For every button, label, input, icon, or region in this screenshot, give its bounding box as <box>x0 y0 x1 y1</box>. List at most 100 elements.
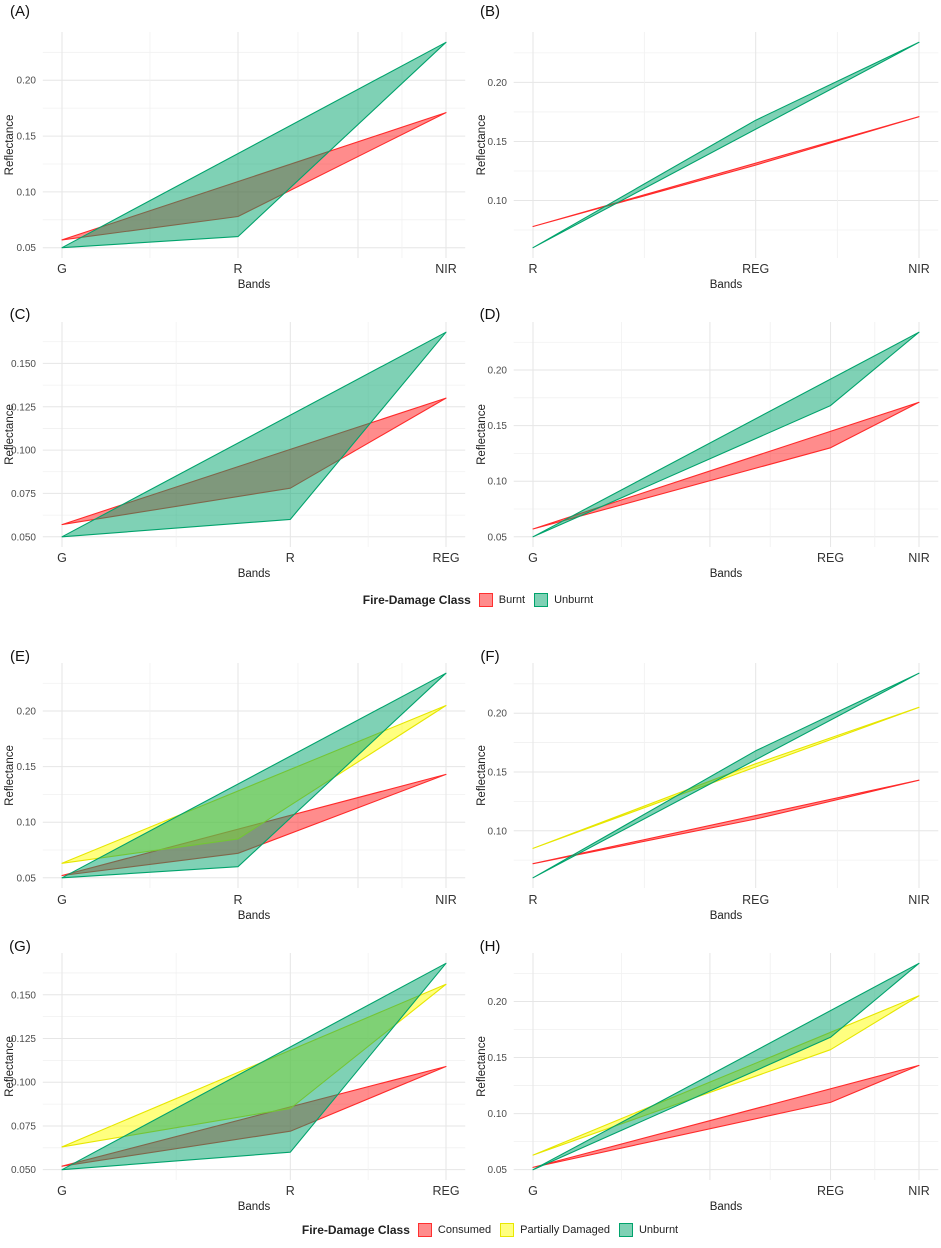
x-tick-label: REG <box>817 551 844 565</box>
x-tick-label: G <box>57 893 67 907</box>
series-area-unburnt <box>532 331 920 538</box>
y-tick-label: 0.10 <box>488 477 508 488</box>
legend-title: Fire-Damage Class <box>301 1223 410 1237</box>
x-tick-label: R <box>286 551 295 565</box>
x-tick-label: REG <box>742 262 769 276</box>
x-tick-label: G <box>528 551 538 565</box>
panel-label: (A) <box>10 3 30 20</box>
x-tick-label: R <box>233 262 242 276</box>
legend-label: Unburnt <box>638 1224 679 1236</box>
legend-label: Unburnt <box>554 594 594 606</box>
y-tick-label: 0.075 <box>11 1121 36 1132</box>
legend-key-burnt <box>478 593 493 607</box>
panel-d: 0.05 0.10 0.15 0.20 G REG NIR Bands Reflectance (… <box>476 306 939 580</box>
x-tick-label: NIR <box>908 262 930 276</box>
x-tick-label: R <box>528 262 537 276</box>
series-area-burnt <box>532 116 920 228</box>
x-axis-title: Bands <box>238 279 271 291</box>
y-tick-label: 0.05 <box>488 1165 508 1176</box>
legend-burnt-unburnt: Fire-Damage Class Burnt Unburnt <box>0 593 941 607</box>
legend-key-partially-damaged <box>500 1223 515 1237</box>
y-axis-title: Reflectance <box>476 404 488 465</box>
panel-label: (B) <box>480 3 500 20</box>
x-axis-title: Bands <box>238 568 271 580</box>
y-axis-title: Reflectance <box>4 404 16 465</box>
y-tick-label: 0.15 <box>17 132 37 143</box>
legend-key-consumed <box>417 1223 432 1237</box>
y-tick-label: 0.050 <box>11 532 36 543</box>
panel-label: (F) <box>480 648 499 665</box>
x-tick-label: G <box>57 262 67 276</box>
y-tick-label: 0.05 <box>17 243 37 254</box>
series-area-unburnt <box>61 672 447 879</box>
y-axis-title: Reflectance <box>4 745 16 806</box>
legend-title: Fire-Damage Class <box>362 593 471 607</box>
y-axis-title: Reflectance <box>4 115 16 176</box>
legend-key-unburnt <box>534 593 549 607</box>
legend-item-unburnt: Unburnt <box>618 1223 679 1237</box>
y-tick-label: 0.075 <box>11 489 36 500</box>
x-axis-title: Bands <box>710 910 743 922</box>
y-tick-label: 0.050 <box>11 1165 36 1176</box>
y-tick-label: 0.150 <box>11 990 36 1001</box>
panel-b: 0.10 0.15 0.20 R REG NIR Bands Reflectance (B) <box>476 3 939 291</box>
y-axis-title: Reflectance <box>476 1036 488 1097</box>
series-area-unburnt <box>61 331 447 538</box>
x-tick-label: G <box>57 551 67 565</box>
x-tick-label: NIR <box>908 551 930 565</box>
y-tick-label: 0.20 <box>488 78 508 89</box>
x-tick-label: R <box>528 893 537 907</box>
x-tick-label: NIR <box>908 893 930 907</box>
x-axis-title: Bands <box>238 1201 271 1213</box>
y-axis-title: Reflectance <box>476 115 488 176</box>
series-area-consumed <box>532 1064 920 1168</box>
y-tick-label: 0.20 <box>488 366 508 377</box>
x-tick-label: G <box>57 1184 67 1198</box>
series-area-unburnt <box>532 41 920 249</box>
x-tick-label: R <box>286 1184 295 1198</box>
panel-label: (D) <box>480 306 501 323</box>
y-tick-label: 0.10 <box>17 187 37 198</box>
y-tick-label: 0.100 <box>11 1078 36 1089</box>
legend-key-unburnt <box>618 1223 633 1237</box>
legend-label: Consumed <box>437 1224 492 1236</box>
y-tick-label: 0.150 <box>11 359 36 370</box>
panel-a: 0.05 0.10 0.15 0.20 G R NIR Bands Reflectance (A) <box>4 3 466 291</box>
x-tick-label: REG <box>817 1184 844 1198</box>
x-tick-label: REG <box>742 893 769 907</box>
y-tick-label: 0.15 <box>488 767 508 778</box>
y-tick-label: 0.100 <box>11 446 36 457</box>
panel-h: 0.05 0.10 0.15 0.20 G REG NIR Bands Reflectance (… <box>476 938 939 1213</box>
y-tick-label: 0.10 <box>488 196 508 207</box>
series-area-partially-damaged <box>532 706 920 849</box>
y-tick-label: 0.15 <box>17 762 37 773</box>
y-tick-label: 0.20 <box>17 707 37 718</box>
y-tick-label: 0.20 <box>17 76 37 87</box>
panel-label: (E) <box>10 648 30 665</box>
legend-item-burnt: Burnt <box>478 593 525 607</box>
y-tick-label: 0.15 <box>488 1053 508 1064</box>
y-axis-title: Reflectance <box>4 1036 16 1097</box>
series-area-unburnt <box>61 41 447 249</box>
panel-label: (C) <box>10 306 31 323</box>
panel-c: 0.050 0.075 0.100 0.125 0.150 G R REG Bands Refle… <box>4 306 466 580</box>
panel-e: 0.05 0.10 0.15 0.20 G R NIR Bands Reflectance (E) <box>4 648 466 922</box>
series-area-consumed <box>532 779 920 865</box>
y-tick-label: 0.15 <box>488 421 508 432</box>
panel-label: (G) <box>9 938 31 955</box>
legend-item-consumed: Consumed <box>417 1223 492 1237</box>
x-axis-title: Bands <box>710 279 743 291</box>
x-axis-title: Bands <box>238 910 271 922</box>
series-area-unburnt <box>532 672 920 879</box>
y-tick-label: 0.10 <box>488 1109 508 1120</box>
y-tick-label: 0.125 <box>11 1034 36 1045</box>
x-tick-label: NIR <box>435 262 457 276</box>
legend-label: Partially Damaged <box>520 1224 610 1236</box>
legend-item-partially-damaged: Partially Damaged <box>500 1223 610 1237</box>
y-tick-label: 0.15 <box>488 137 508 148</box>
series-area-burnt <box>532 401 920 530</box>
series-area-unburnt <box>532 962 920 1171</box>
x-axis-title: Bands <box>710 568 743 580</box>
x-axis-title: Bands <box>710 1201 743 1213</box>
